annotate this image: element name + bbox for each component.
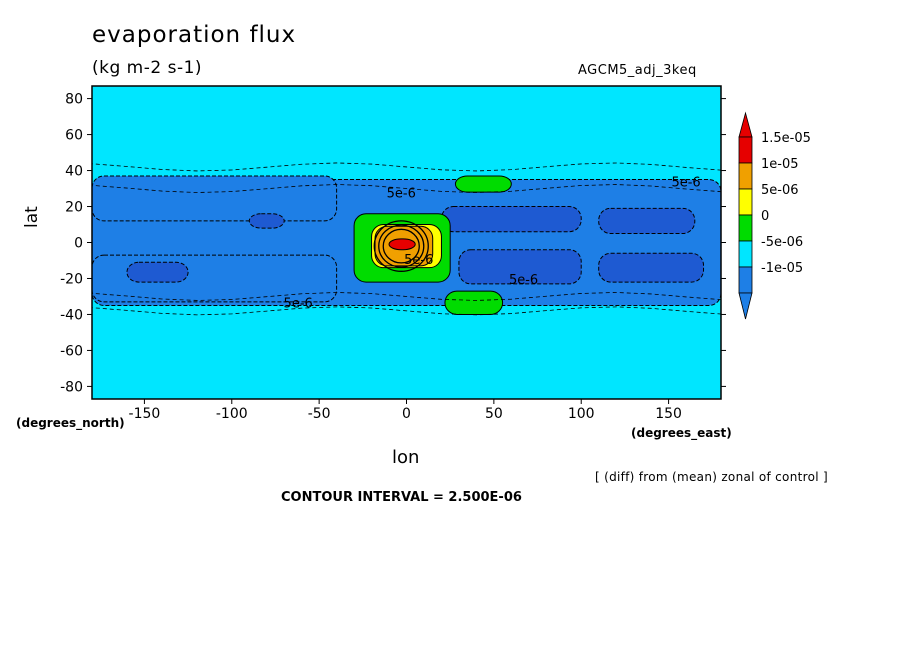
colorbar-segment — [738, 214, 753, 242]
contour-label: 5e-6 — [671, 176, 700, 191]
contour-label: 5e-6 — [404, 253, 433, 268]
contour-region — [444, 290, 504, 315]
colorbar-segment — [738, 266, 753, 294]
x-tick-label: -100 — [216, 406, 248, 422]
contour-region — [126, 261, 189, 283]
colorbar-segment — [738, 188, 753, 216]
x-tick-label: 150 — [655, 406, 682, 422]
contour-region — [388, 238, 416, 251]
diff-note: [ (diff) from (mean) zonal of control ] — [595, 470, 828, 484]
colorbar-tick-label: -5e-06 — [761, 235, 803, 250]
colorbar-segment — [738, 162, 753, 190]
x-tick-label: -50 — [308, 406, 331, 422]
x-tick-label: 0 — [402, 406, 411, 422]
y-tick-label: 0 — [74, 236, 83, 252]
colorbar-tick-label: 1e-05 — [761, 157, 799, 172]
colorbar-tick-label: 1.5e-05 — [761, 131, 811, 146]
contour-line — [92, 306, 721, 316]
y-axis-unit: (degrees_north) — [16, 416, 125, 430]
contour-region — [440, 206, 582, 233]
contour-label: 5e-6 — [284, 296, 313, 311]
contour-region — [454, 175, 512, 193]
x-tick-label: 50 — [485, 406, 503, 422]
contour-line — [92, 162, 721, 172]
y-tick-label: 80 — [65, 92, 83, 108]
contour-region — [598, 207, 696, 235]
y-tick-label: -80 — [60, 379, 83, 395]
contour-region — [458, 249, 582, 285]
run-name: AGCM5_adj_3keq — [578, 63, 697, 78]
contour-line — [92, 184, 721, 193]
y-tick-label: 20 — [65, 200, 83, 216]
colorbar: 1.5e-05 1e-05 5e-06 0 -5e-06 -1e-05 — [738, 111, 811, 320]
contour-line — [378, 224, 425, 268]
contour-label: 5e-6 — [387, 187, 416, 202]
contour-region — [248, 213, 285, 229]
y-tick-label: 60 — [65, 128, 83, 144]
contour-region — [598, 252, 705, 283]
contour-line — [92, 292, 721, 301]
y-tick-label: -60 — [60, 343, 83, 359]
y-tick-label: -40 — [60, 307, 83, 323]
colorbar-segment — [738, 240, 753, 268]
colorbar-tick-label: 5e-06 — [761, 183, 799, 198]
contour-line — [382, 228, 420, 264]
y-tick-label: 40 — [65, 164, 83, 180]
contour-interval: CONTOUR INTERVAL = 2.500E-06 — [281, 490, 522, 505]
colorbar-triangle-bottom — [738, 292, 753, 320]
colorbar-segment — [738, 136, 753, 164]
contour-region — [92, 175, 338, 222]
plot-area: 5e-6 5e-6 5e-6 5e-6 5e-6 — [92, 86, 721, 399]
contour-label: 5e-6 — [509, 273, 538, 288]
colorbar-tick-label: 0 — [761, 209, 769, 224]
chart-title: evaporation flux — [92, 22, 297, 48]
colorbar-tick-label: -1e-05 — [761, 261, 803, 276]
y-tick-label: -20 — [60, 271, 83, 287]
x-axis-label: lon — [392, 447, 420, 468]
x-axis-unit: (degrees_east) — [631, 426, 732, 440]
x-tick-label: -150 — [129, 406, 161, 422]
x-tick-label: 100 — [568, 406, 595, 422]
contour-region — [92, 254, 338, 303]
axes: -80 -60 -40 -20 0 20 40 60 80 -150 -100 -50 0 50 100 15… — [60, 85, 726, 422]
chart-units: (kg m-2 s-1) — [92, 58, 203, 78]
colorbar-triangle-top — [738, 111, 753, 138]
contour-line — [373, 220, 429, 272]
